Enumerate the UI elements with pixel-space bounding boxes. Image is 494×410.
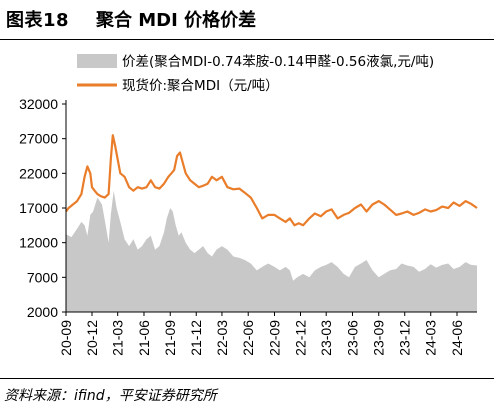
x-axis: 20-09 20-12 21-03 21-06 21-09 21-12 22-03 22-06… xyxy=(58,311,477,356)
x-tick-label: 23-12 xyxy=(397,320,413,356)
figure-number: 图表18 xyxy=(6,10,70,31)
y-axis: 2000 7000 12000 17000 22000 27000 32000 xyxy=(19,96,67,320)
x-tick-label: 21-03 xyxy=(110,320,126,356)
y-tick-label: 7000 xyxy=(27,269,58,285)
x-tick-label: 21-12 xyxy=(188,320,204,356)
x-tick-label: 24-06 xyxy=(449,320,465,356)
x-tick-label: 22-12 xyxy=(293,320,309,356)
price-spread-chart: 价差(聚合MDI-0.74苯胺-0.14甲醛-0.56液氯,元/吨) 现货价:聚… xyxy=(19,54,478,356)
plot-area xyxy=(65,134,478,312)
x-tick-label: 20-09 xyxy=(58,320,74,356)
x-tick-label: 23-06 xyxy=(345,320,361,356)
legend: 价差(聚合MDI-0.74苯胺-0.14甲醛-0.56液氯,元/吨) 现货价:聚… xyxy=(77,54,434,94)
x-tick-label: 23-03 xyxy=(318,320,334,356)
x-tick-label: 22-06 xyxy=(240,320,256,356)
figure-header: 图表18 聚合 MDI 价格价差 xyxy=(0,0,494,40)
legend-swatch-spread xyxy=(77,54,117,68)
legend-label-spread: 价差(聚合MDI-0.74苯胺-0.14甲醛-0.56液氯,元/吨) xyxy=(122,54,434,70)
y-tick-label: 2000 xyxy=(27,304,58,320)
y-tick-label: 12000 xyxy=(19,235,58,251)
source-note: 资料来源：ifind，平安证券研究所 xyxy=(4,388,217,404)
series-spread-area xyxy=(66,190,477,312)
x-tick-label: 23-09 xyxy=(371,320,387,356)
x-tick-label: 20-12 xyxy=(84,320,100,356)
x-tick-label: 22-09 xyxy=(267,320,283,356)
x-tick-label: 22-03 xyxy=(214,320,230,356)
legend-label-price: 现货价:聚合MDI（元/吨） xyxy=(122,77,279,94)
figure-footer: 资料来源：ifind，平安证券研究所 xyxy=(0,378,494,410)
y-tick-label: 17000 xyxy=(19,200,58,216)
x-tick-label: 21-09 xyxy=(162,320,178,356)
y-tick-label: 27000 xyxy=(19,131,58,147)
x-tick-label: 21-06 xyxy=(136,320,152,356)
figure-title: 聚合 MDI 价格价差 xyxy=(96,10,257,31)
y-tick-label: 32000 xyxy=(19,96,58,112)
y-tick-label: 22000 xyxy=(19,165,58,181)
x-tick-label: 24-03 xyxy=(423,320,439,356)
series-price-line xyxy=(65,134,478,227)
